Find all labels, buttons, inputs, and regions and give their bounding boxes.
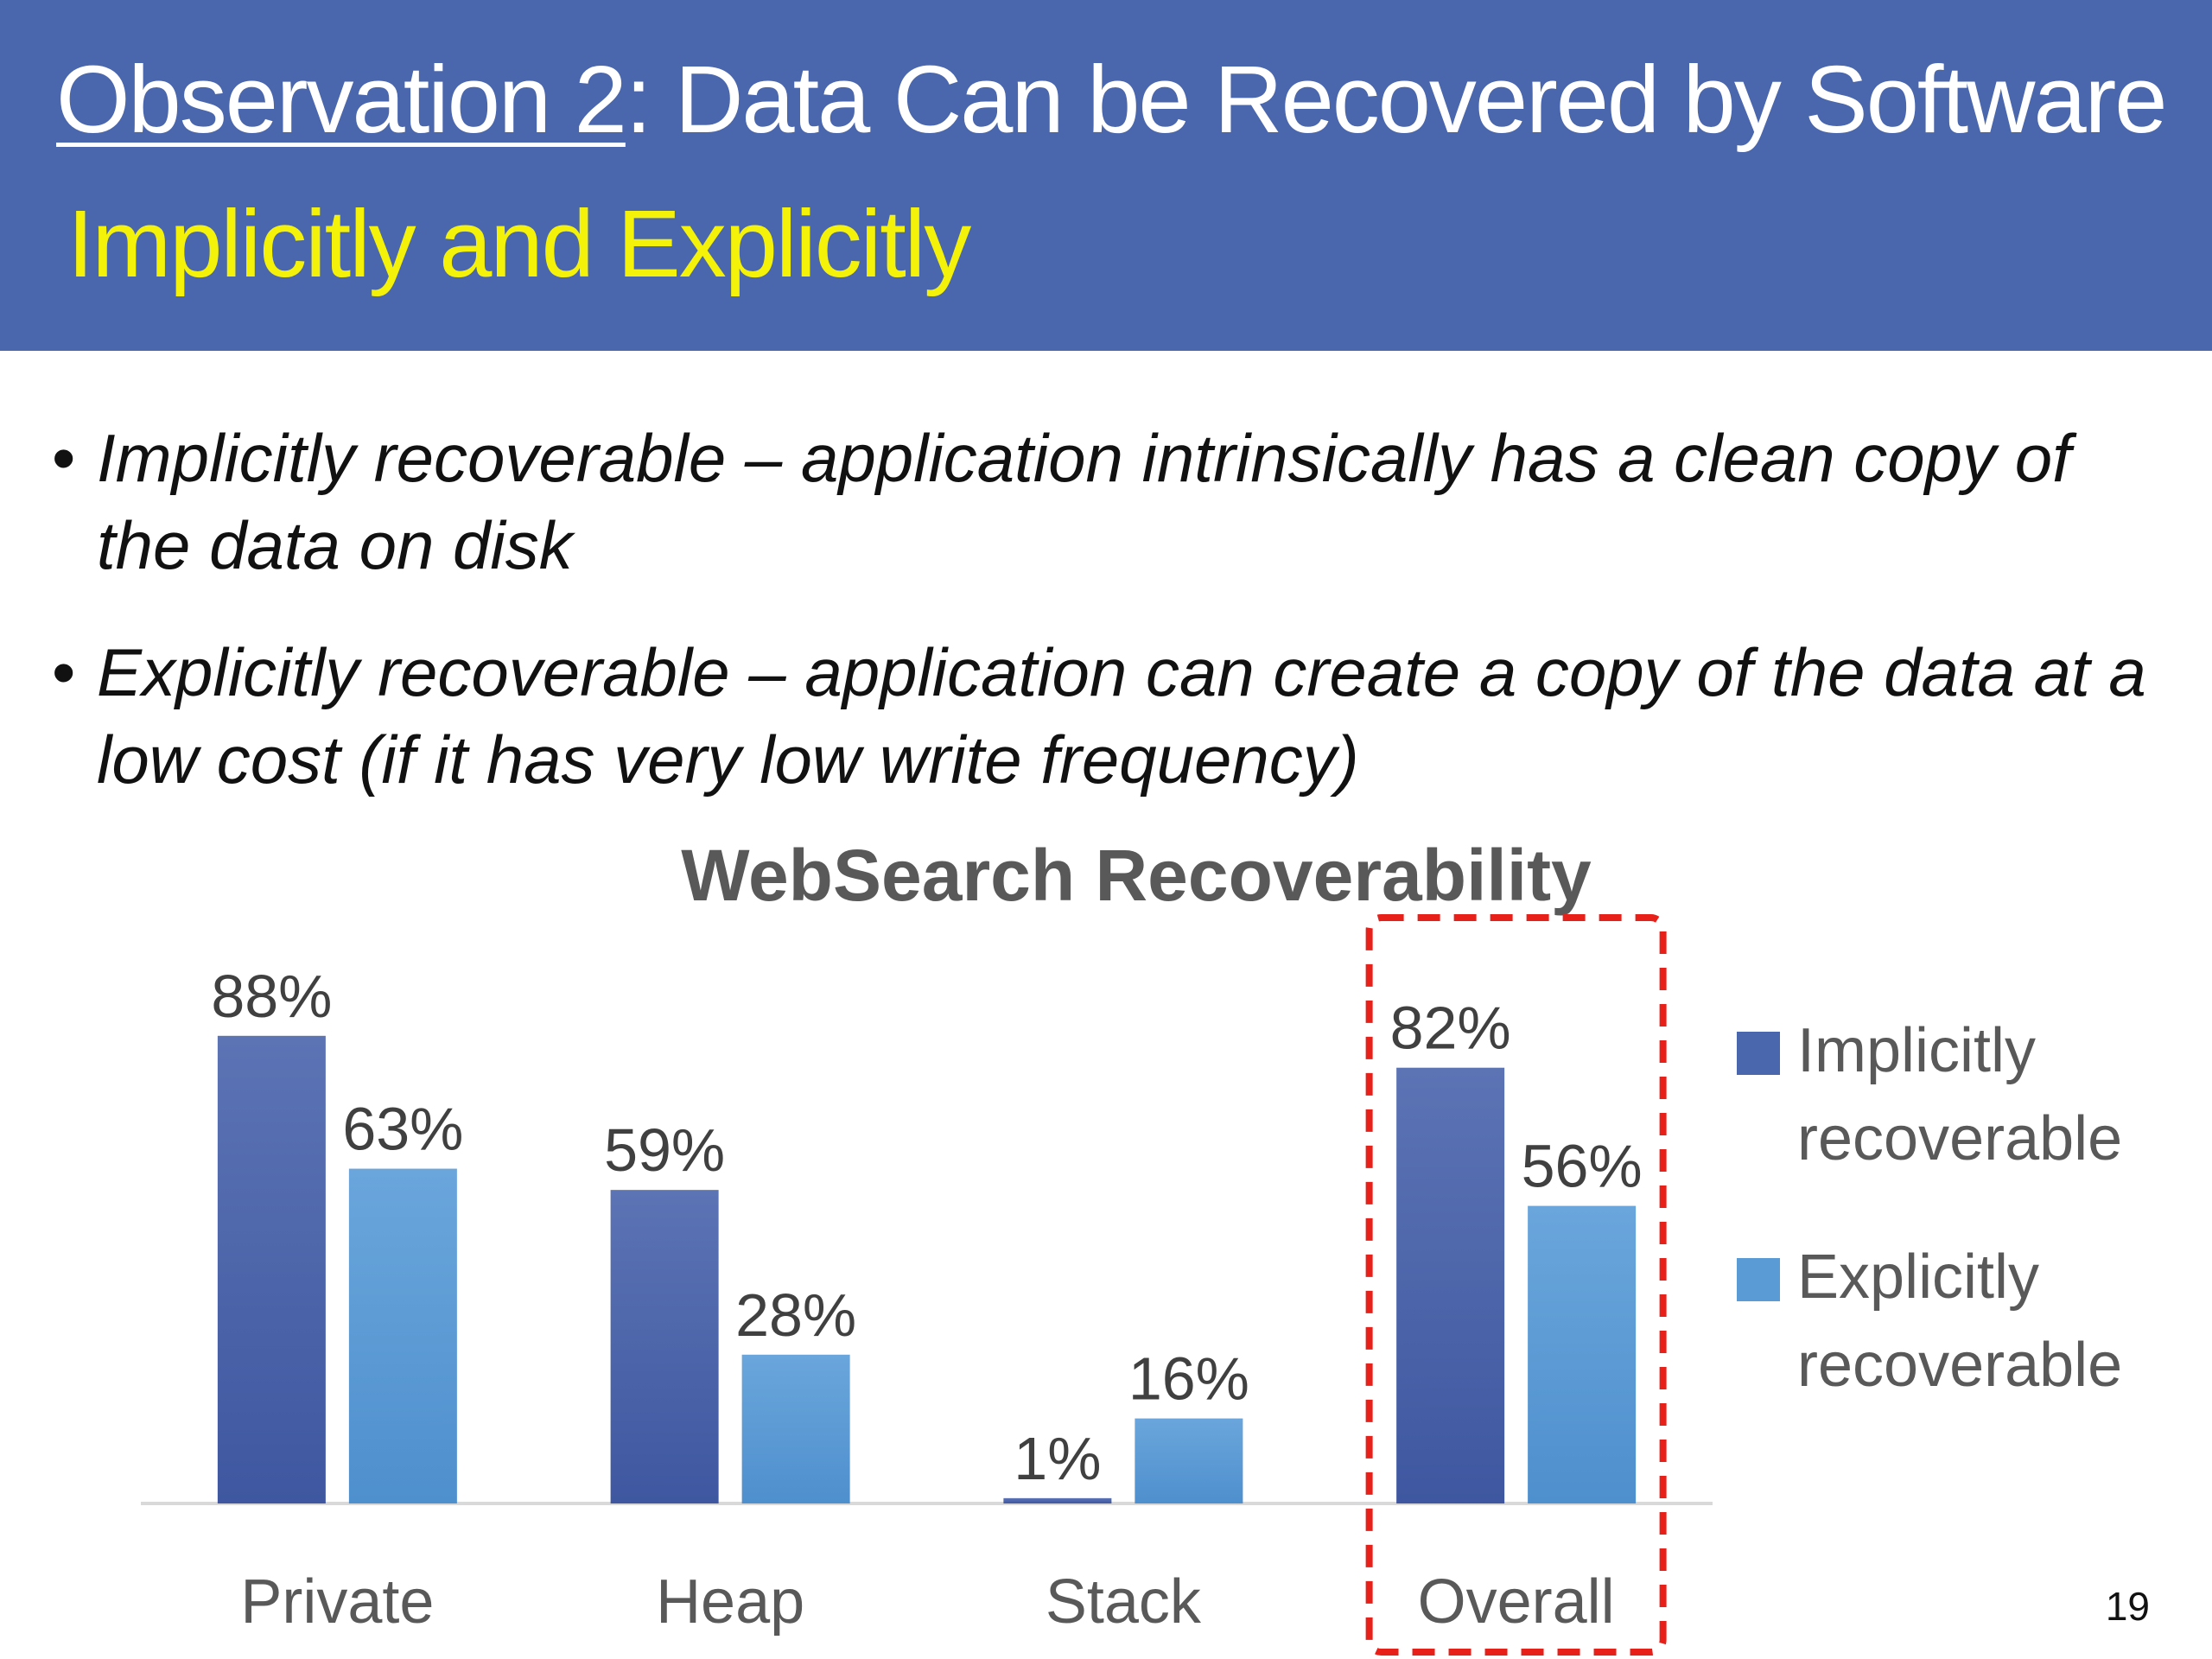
data-label: 28% [735, 1281, 856, 1349]
bullet-item: • Explicitly recoverable – application c… [52, 629, 2160, 804]
recoverability-chart: WebSearch Recoverability 88% 63% Private 59%… [0, 821, 2212, 1659]
slide-number: 19 [2105, 1584, 2150, 1629]
bullet-icon: • [52, 420, 76, 496]
category-label: Private [240, 1567, 434, 1637]
chart-title: WebSearch Recoverability [681, 835, 1592, 916]
title-bar: Observation 2: Data Can be Recovered by … [0, 0, 2212, 351]
data-label: 59% [604, 1116, 725, 1184]
bullet-item: • Implicitly recoverable – application i… [52, 415, 2160, 589]
legend-label: Implicitly recoverable [1797, 1016, 2122, 1173]
bar [610, 1190, 719, 1503]
data-label: 88% [211, 963, 332, 1030]
slide-subtitle: Implicitly and Explicitly [67, 191, 971, 297]
data-label: 63% [342, 1096, 463, 1163]
bullet-text: Implicitly recoverable – application int… [97, 420, 2071, 583]
data-label: 82% [1390, 995, 1511, 1062]
bar [1135, 1418, 1243, 1503]
bar [348, 1168, 457, 1503]
bar [741, 1354, 850, 1503]
data-label: 1% [1014, 1425, 1101, 1492]
bar [217, 1035, 326, 1503]
chart-canvas: WebSearch Recoverability 88%63% Private 59%… [141, 835, 2122, 1656]
bar [1528, 1205, 1637, 1503]
category-label: Stack [1046, 1567, 1202, 1637]
slide-title-underlined: Observation 2 [56, 47, 627, 153]
slide-title: Observation 2: Data Can be Recovered by … [56, 47, 2168, 153]
legend-swatch [1737, 1258, 1780, 1301]
category-label: Heap [656, 1567, 804, 1637]
legend-swatch [1737, 1032, 1780, 1075]
bar [1396, 1067, 1505, 1503]
slide-title-rest: : Data Can be Recovered by Software [625, 47, 2168, 153]
data-label: 56% [1522, 1133, 1643, 1200]
bullet-icon: • [52, 634, 76, 710]
bullet-text: Explicitly recoverable – application can… [97, 634, 2146, 798]
bar [1003, 1497, 1112, 1503]
data-label: 16% [1128, 1345, 1249, 1413]
category-label: Overall [1418, 1567, 1615, 1637]
legend-label: Explicitly recoverable [1797, 1243, 2122, 1400]
bullet-list: • Implicitly recoverable – application i… [52, 415, 2160, 843]
